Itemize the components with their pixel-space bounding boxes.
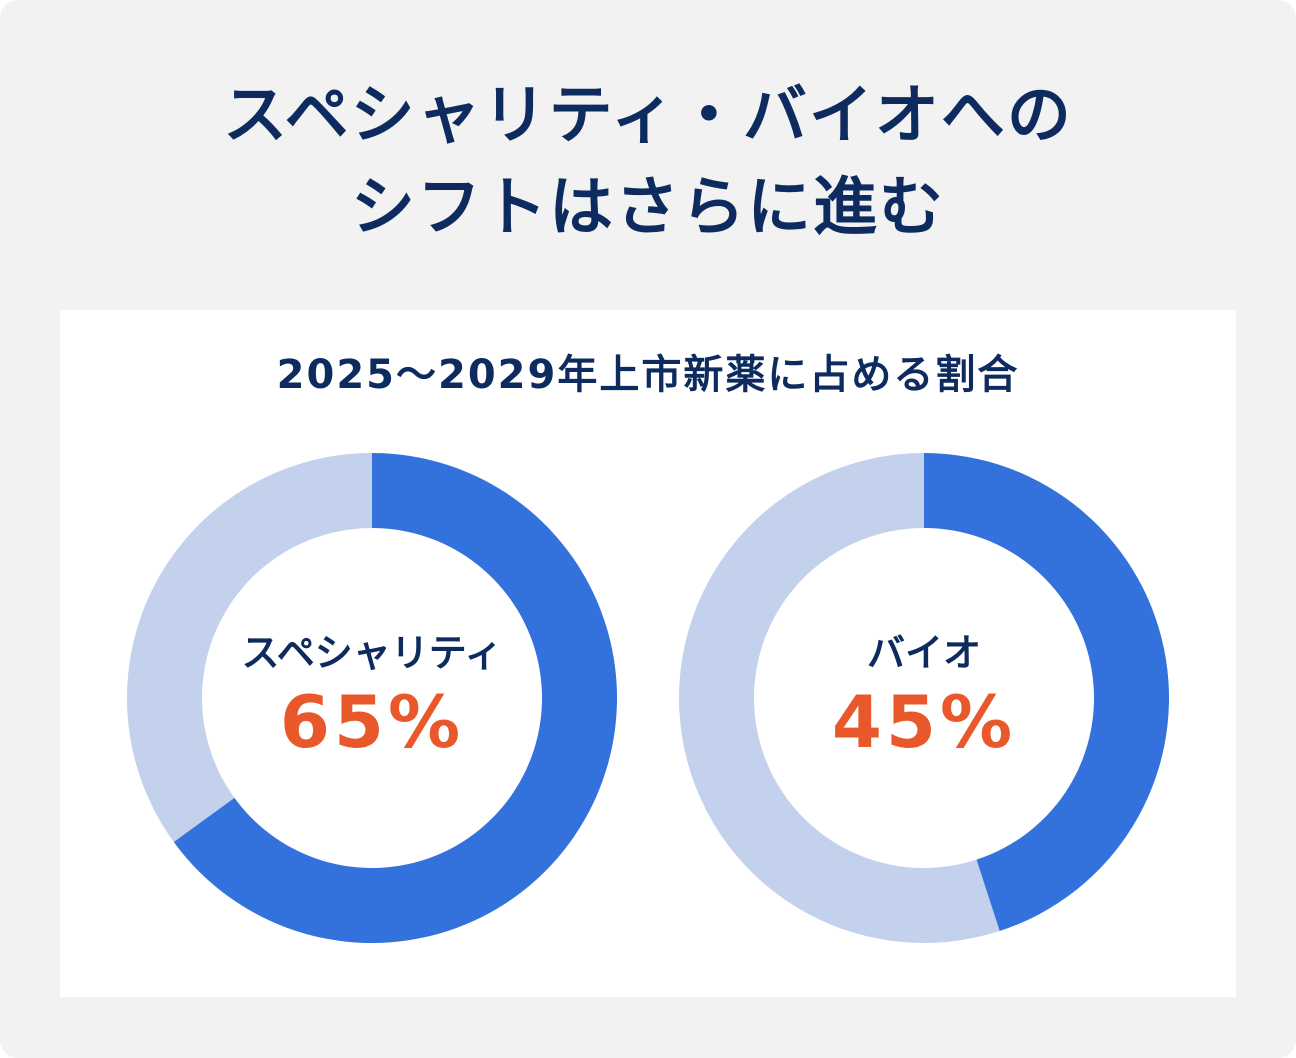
donut-2-value-slice — [924, 453, 1169, 932]
donut-charts — [127, 453, 1169, 944]
donut-1-label: スペシャリティ — [241, 631, 503, 675]
title-line-2: シフトはさらに進む — [351, 171, 945, 245]
donut-1-remainder-slice — [127, 453, 372, 843]
donut-2-remainder-slice — [678, 453, 1000, 944]
donut-1-value-slice — [173, 453, 617, 944]
title-line-1: スペシャリティ・バイオへの — [223, 79, 1073, 153]
chart-subtitle: 2025〜2029年上市新薬に占める割合 — [276, 352, 1020, 398]
chart-panel: 2025〜2029年上市新薬に占める割合 スペシャリティ 65% バイオ 45% — [60, 310, 1236, 997]
page-title: スペシャリティ・バイオへの シフトはさらに進む — [0, 70, 1296, 254]
donut-2-label: バイオ — [866, 631, 981, 675]
donut-1-value: 65% — [279, 680, 465, 764]
donut-2-value: 45% — [831, 680, 1017, 764]
